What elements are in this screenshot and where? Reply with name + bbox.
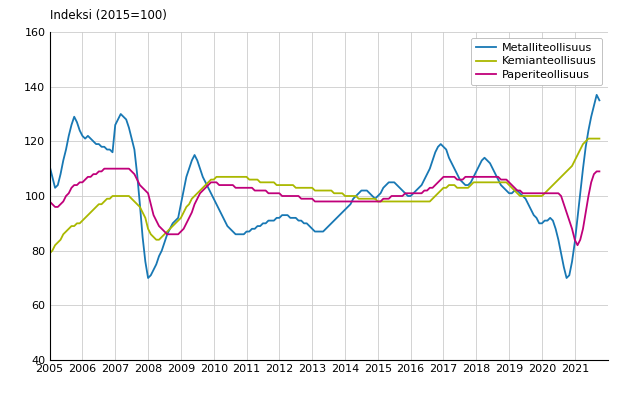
- Kemianteollisuus: [185, 202, 193, 206]
- Kemianteollisuus: [596, 136, 603, 141]
- Paperiteollisuus: [336, 199, 343, 204]
- Metalliteollisuus: [379, 185, 387, 190]
- Kemianteollisuus: [333, 191, 340, 196]
- Kemianteollisuus: [500, 180, 507, 185]
- Paperiteollisuus: [503, 177, 510, 182]
- Metalliteollisuus: [336, 213, 343, 218]
- Paperiteollisuus: [596, 169, 603, 174]
- Metalliteollisuus: [503, 188, 510, 193]
- Metalliteollisuus: [319, 229, 327, 234]
- Line: Metalliteollisuus: Metalliteollisuus: [50, 95, 600, 278]
- Paperiteollisuus: [588, 180, 595, 185]
- Kemianteollisuus: [585, 136, 592, 141]
- Paperiteollisuus: [100, 166, 108, 171]
- Kemianteollisuus: [317, 188, 324, 193]
- Text: Indeksi (2015=100): Indeksi (2015=100): [50, 9, 167, 22]
- Legend: Metalliteollisuus, Kemianteollisuus, Paperiteollisuus: Metalliteollisuus, Kemianteollisuus, Pap…: [471, 38, 602, 85]
- Paperiteollisuus: [188, 210, 195, 215]
- Metalliteollisuus: [593, 92, 600, 97]
- Kemianteollisuus: [46, 251, 53, 256]
- Line: Kemianteollisuus: Kemianteollisuus: [50, 139, 600, 254]
- Metalliteollisuus: [46, 164, 53, 168]
- Metalliteollisuus: [144, 276, 152, 280]
- Paperiteollisuus: [379, 196, 387, 201]
- Paperiteollisuus: [574, 243, 581, 248]
- Metalliteollisuus: [596, 98, 603, 103]
- Line: Paperiteollisuus: Paperiteollisuus: [50, 169, 600, 245]
- Paperiteollisuus: [319, 199, 327, 204]
- Metalliteollisuus: [585, 128, 592, 133]
- Metalliteollisuus: [188, 158, 195, 163]
- Paperiteollisuus: [46, 199, 53, 204]
- Kemianteollisuus: [582, 139, 590, 144]
- Kemianteollisuus: [377, 199, 384, 204]
